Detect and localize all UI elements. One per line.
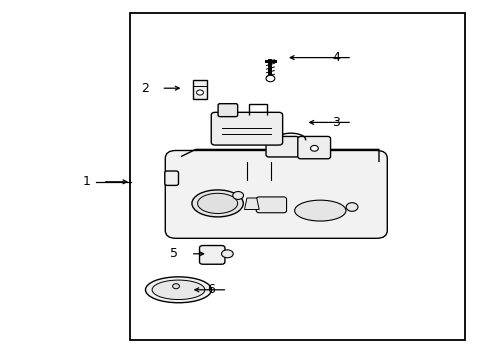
- FancyBboxPatch shape: [265, 136, 298, 157]
- Ellipse shape: [221, 250, 233, 258]
- Ellipse shape: [191, 190, 243, 217]
- Circle shape: [265, 75, 274, 82]
- Text: 1: 1: [82, 175, 90, 188]
- Circle shape: [196, 90, 203, 95]
- Bar: [193, 80, 206, 99]
- PathPatch shape: [244, 198, 259, 210]
- Text: 2: 2: [141, 82, 149, 95]
- Ellipse shape: [197, 193, 237, 213]
- FancyBboxPatch shape: [165, 150, 386, 238]
- Text: 5: 5: [170, 247, 178, 260]
- Text: 3: 3: [331, 116, 339, 129]
- Bar: [129, 13, 464, 340]
- FancyBboxPatch shape: [211, 112, 282, 145]
- Ellipse shape: [294, 200, 345, 221]
- FancyBboxPatch shape: [164, 171, 178, 185]
- FancyBboxPatch shape: [297, 136, 330, 159]
- FancyBboxPatch shape: [218, 104, 237, 117]
- Ellipse shape: [152, 280, 204, 300]
- Text: 6: 6: [207, 283, 215, 296]
- Circle shape: [346, 203, 357, 211]
- FancyBboxPatch shape: [256, 197, 286, 213]
- Text: 4: 4: [331, 51, 339, 64]
- FancyBboxPatch shape: [199, 246, 224, 264]
- Circle shape: [172, 284, 179, 289]
- Circle shape: [310, 145, 318, 151]
- Ellipse shape: [145, 277, 211, 303]
- Circle shape: [232, 192, 243, 199]
